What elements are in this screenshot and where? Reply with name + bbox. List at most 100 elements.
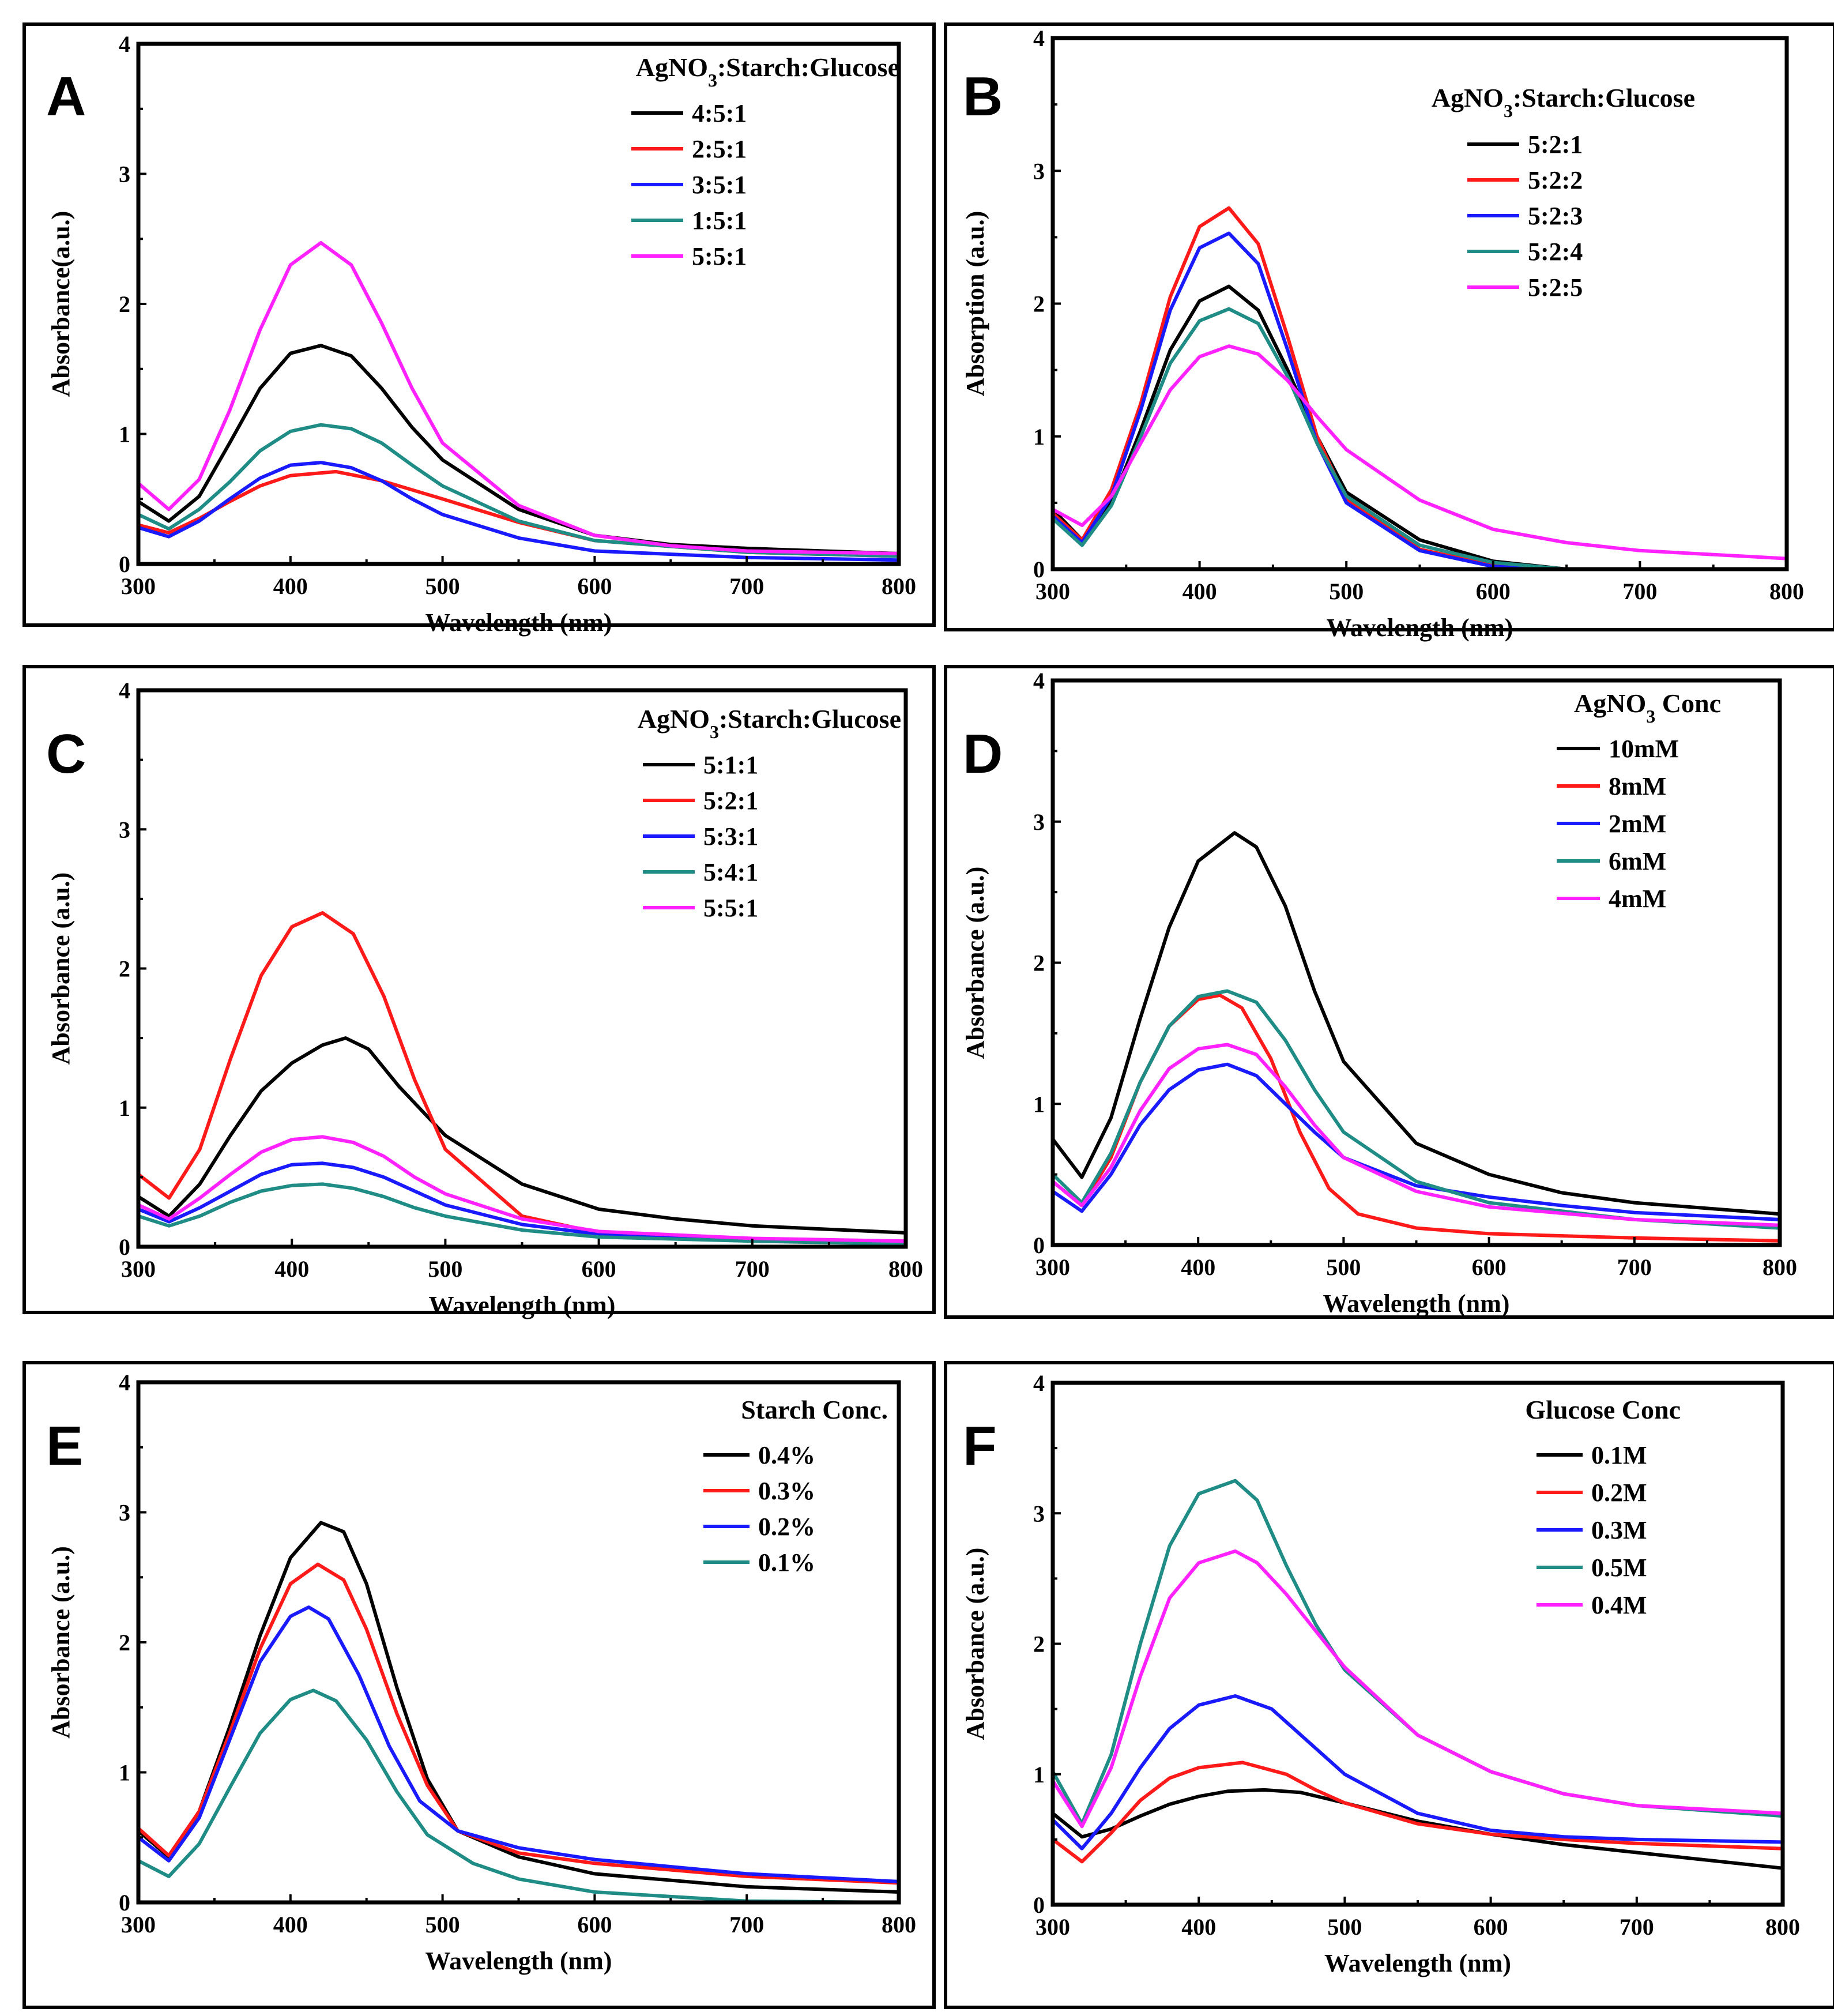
- x-tick-label: 300: [121, 1912, 156, 1938]
- series-group: [137, 1521, 901, 1904]
- x-tick-label: 500: [1327, 1914, 1362, 1940]
- legend-label: 5:2:2: [1528, 166, 1583, 194]
- panel-e: 300 400 500 600 700 800 0 1 2 3 4 Wavelength (nm) Ab…: [22, 1361, 936, 2009]
- series-line-0.3%: [137, 1562, 901, 1885]
- x-tick-label: 700: [1617, 1254, 1652, 1280]
- legend: AgNO3:Starch:Glucose 5:2:1 5:2:2 5:2:3 5:2:4…: [1432, 83, 1695, 302]
- x-tick-label: 400: [274, 1256, 309, 1282]
- panel-f: 300 400 500 600 700 800 0 1 2 3 4 Wavelength (nm) Ab…: [944, 1361, 1834, 2009]
- panel-letter: B: [963, 66, 1003, 127]
- y-tick-label: 3: [119, 1500, 130, 1526]
- legend-label: 0.2%: [758, 1513, 815, 1541]
- series-line-10mM: [1051, 831, 1782, 1216]
- x-tick-label: 800: [882, 1912, 916, 1938]
- series-line-5:2:3: [1051, 231, 1788, 571]
- panel-letter: C: [46, 723, 86, 785]
- y-tick-label: 0: [119, 1890, 130, 1916]
- x-tick-label: 500: [1326, 1254, 1361, 1280]
- y-tick-label: 0: [1033, 556, 1045, 582]
- panel-frame: [944, 1361, 1834, 2009]
- legend-label: 6mM: [1609, 847, 1666, 875]
- legend-label: 5:2:1: [1528, 130, 1583, 159]
- legend: AgNO3:Starch:Glucose 4:5:1 2:5:1 3:5:1 1:5:1…: [631, 52, 899, 270]
- panel-d: 300 400 500 600 700 800 0 1 2 3 4 Wavelength (nm) Ab…: [944, 665, 1834, 1319]
- y-axis-label: Absorbance (a.u.): [961, 1548, 989, 1740]
- x-tick-label: 500: [428, 1256, 462, 1282]
- series-line-5:2:5: [1051, 344, 1788, 561]
- series-line-2mM: [1051, 1062, 1782, 1221]
- x-tick-label: 600: [1476, 578, 1511, 604]
- x-tick-label: 500: [1329, 578, 1364, 604]
- x-axis-label: Wavelength (nm): [1324, 1949, 1511, 1977]
- legend-label: 4mM: [1609, 885, 1666, 913]
- series-group: [137, 911, 907, 1246]
- x-tick-label: 400: [273, 573, 308, 599]
- legend-title: Glucose Conc: [1525, 1395, 1681, 1424]
- x-tick-label: 400: [1181, 1914, 1216, 1940]
- series-line-4mM: [1051, 1043, 1782, 1227]
- series-line-5:3:1: [137, 1161, 907, 1244]
- series-line-3:5:1: [137, 461, 901, 562]
- y-tick-label: 1: [119, 422, 130, 447]
- panel-letter: A: [46, 66, 86, 127]
- y-tick-label: 0: [1033, 1892, 1045, 1918]
- y-tick-label: 4: [119, 1370, 130, 1396]
- x-tick-label: 700: [729, 1912, 764, 1938]
- x-tick-label: 300: [1035, 1254, 1070, 1280]
- legend-label: 5:4:1: [703, 858, 758, 886]
- y-tick-label: 4: [119, 678, 130, 704]
- y-tick-label: 3: [119, 161, 130, 187]
- legend-title: AgNO3 Conc: [1574, 689, 1721, 727]
- series-line-0.1M: [1051, 1788, 1784, 1870]
- legend-label: 8mM: [1609, 772, 1666, 800]
- x-tick-label: 500: [425, 1912, 460, 1938]
- series-group: [137, 241, 901, 562]
- series-line-0.2%: [137, 1605, 901, 1883]
- x-tick-label: 500: [425, 573, 460, 599]
- legend-label: 5:1:1: [703, 751, 758, 779]
- legend-label: 0.3M: [1591, 1516, 1647, 1544]
- legend: AgNO3:Starch:Glucose 5:1:1 5:2:1 5:3:1 5:4:1…: [638, 704, 901, 922]
- legend-label: 0.5M: [1591, 1554, 1647, 1582]
- x-tick-label: 600: [582, 1256, 616, 1282]
- legend-label: 5:5:1: [703, 894, 758, 922]
- legend-label: 5:5:1: [692, 242, 747, 270]
- series-line-1:5:1: [137, 423, 901, 558]
- y-tick-label: 2: [119, 1630, 130, 1656]
- series-line-0.3M: [1051, 1694, 1784, 1850]
- x-tick-label: 400: [1181, 1254, 1215, 1280]
- y-tick-label: 2: [119, 291, 130, 317]
- y-axis-label: Absorption (a.u.): [961, 211, 989, 397]
- x-tick-label: 400: [273, 1912, 308, 1938]
- panel-letter: E: [46, 1415, 83, 1477]
- series-line-0.2M: [1051, 1761, 1784, 1864]
- x-tick-label: 300: [1035, 578, 1070, 604]
- x-tick-label: 800: [882, 573, 916, 599]
- panel-letter: D: [963, 723, 1003, 785]
- y-tick-label: 0: [119, 1234, 130, 1260]
- y-axis-label: Absorbance(a.u.): [47, 211, 75, 397]
- y-tick-label: 3: [119, 817, 130, 842]
- y-tick-label: 3: [1033, 809, 1045, 835]
- x-tick-label: 400: [1183, 578, 1217, 604]
- x-axis-label: Wavelength (nm): [1327, 614, 1513, 642]
- series-group: [1051, 206, 1788, 571]
- y-tick-label: 1: [1033, 424, 1045, 450]
- series-line-5:5:1: [137, 241, 901, 555]
- legend-label: 5:3:1: [703, 822, 758, 851]
- x-tick-label: 800: [1763, 1254, 1797, 1280]
- x-tick-label: 800: [1769, 578, 1804, 604]
- x-tick-label: 300: [121, 573, 156, 599]
- x-axis-label: Wavelength (nm): [1323, 1289, 1510, 1318]
- legend-label: 5:2:5: [1528, 273, 1583, 302]
- x-tick-label: 800: [888, 1256, 923, 1282]
- series-group: [1051, 831, 1782, 1243]
- legend: Glucose Conc 0.1M 0.2M 0.3M 0.5M 0.4M: [1525, 1395, 1681, 1619]
- x-tick-label: 300: [1035, 1914, 1070, 1940]
- legend-label: 0.2M: [1591, 1479, 1647, 1507]
- y-tick-label: 1: [119, 1760, 130, 1786]
- legend: Starch Conc. 0.4% 0.3% 0.2% 0.1%: [703, 1395, 888, 1577]
- panel-letter: F: [963, 1415, 997, 1477]
- x-tick-label: 600: [1474, 1914, 1508, 1940]
- legend-label: 0.3%: [758, 1477, 815, 1505]
